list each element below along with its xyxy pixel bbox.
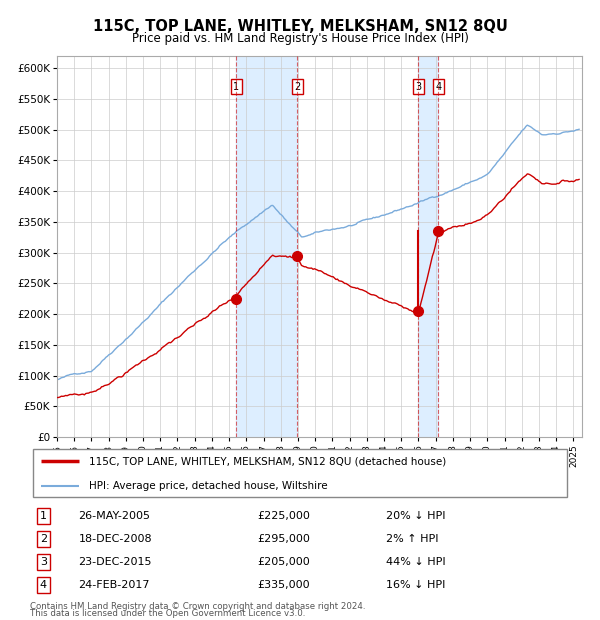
Text: HPI: Average price, detached house, Wiltshire: HPI: Average price, detached house, Wilt… bbox=[89, 481, 328, 491]
Text: 115C, TOP LANE, WHITLEY, MELKSHAM, SN12 8QU (detached house): 115C, TOP LANE, WHITLEY, MELKSHAM, SN12 … bbox=[89, 456, 446, 466]
Text: 3: 3 bbox=[40, 557, 47, 567]
Text: 115C, TOP LANE, WHITLEY, MELKSHAM, SN12 8QU: 115C, TOP LANE, WHITLEY, MELKSHAM, SN12 … bbox=[92, 19, 508, 34]
Bar bbox=[236, 56, 298, 437]
Text: 2: 2 bbox=[40, 534, 47, 544]
Text: 4: 4 bbox=[40, 580, 47, 590]
Text: £335,000: £335,000 bbox=[257, 580, 310, 590]
Text: 26-MAY-2005: 26-MAY-2005 bbox=[79, 511, 151, 521]
Text: 2% ↑ HPI: 2% ↑ HPI bbox=[386, 534, 439, 544]
Text: Contains HM Land Registry data © Crown copyright and database right 2024.: Contains HM Land Registry data © Crown c… bbox=[30, 602, 365, 611]
Text: 23-DEC-2015: 23-DEC-2015 bbox=[79, 557, 152, 567]
Text: 1: 1 bbox=[40, 511, 47, 521]
FancyBboxPatch shape bbox=[33, 448, 568, 497]
Text: £295,000: £295,000 bbox=[257, 534, 310, 544]
Text: Price paid vs. HM Land Registry's House Price Index (HPI): Price paid vs. HM Land Registry's House … bbox=[131, 32, 469, 45]
Text: 44% ↓ HPI: 44% ↓ HPI bbox=[386, 557, 446, 567]
Text: 16% ↓ HPI: 16% ↓ HPI bbox=[386, 580, 446, 590]
Text: 18-DEC-2008: 18-DEC-2008 bbox=[79, 534, 152, 544]
Text: 2: 2 bbox=[295, 82, 301, 92]
Text: 3: 3 bbox=[415, 82, 421, 92]
Text: 1: 1 bbox=[233, 82, 239, 92]
Text: 24-FEB-2017: 24-FEB-2017 bbox=[79, 580, 150, 590]
Text: £225,000: £225,000 bbox=[257, 511, 310, 521]
Text: 20% ↓ HPI: 20% ↓ HPI bbox=[386, 511, 446, 521]
Text: £205,000: £205,000 bbox=[257, 557, 310, 567]
Bar bbox=[418, 56, 438, 437]
Text: This data is licensed under the Open Government Licence v3.0.: This data is licensed under the Open Gov… bbox=[30, 609, 305, 618]
Text: 4: 4 bbox=[435, 82, 442, 92]
